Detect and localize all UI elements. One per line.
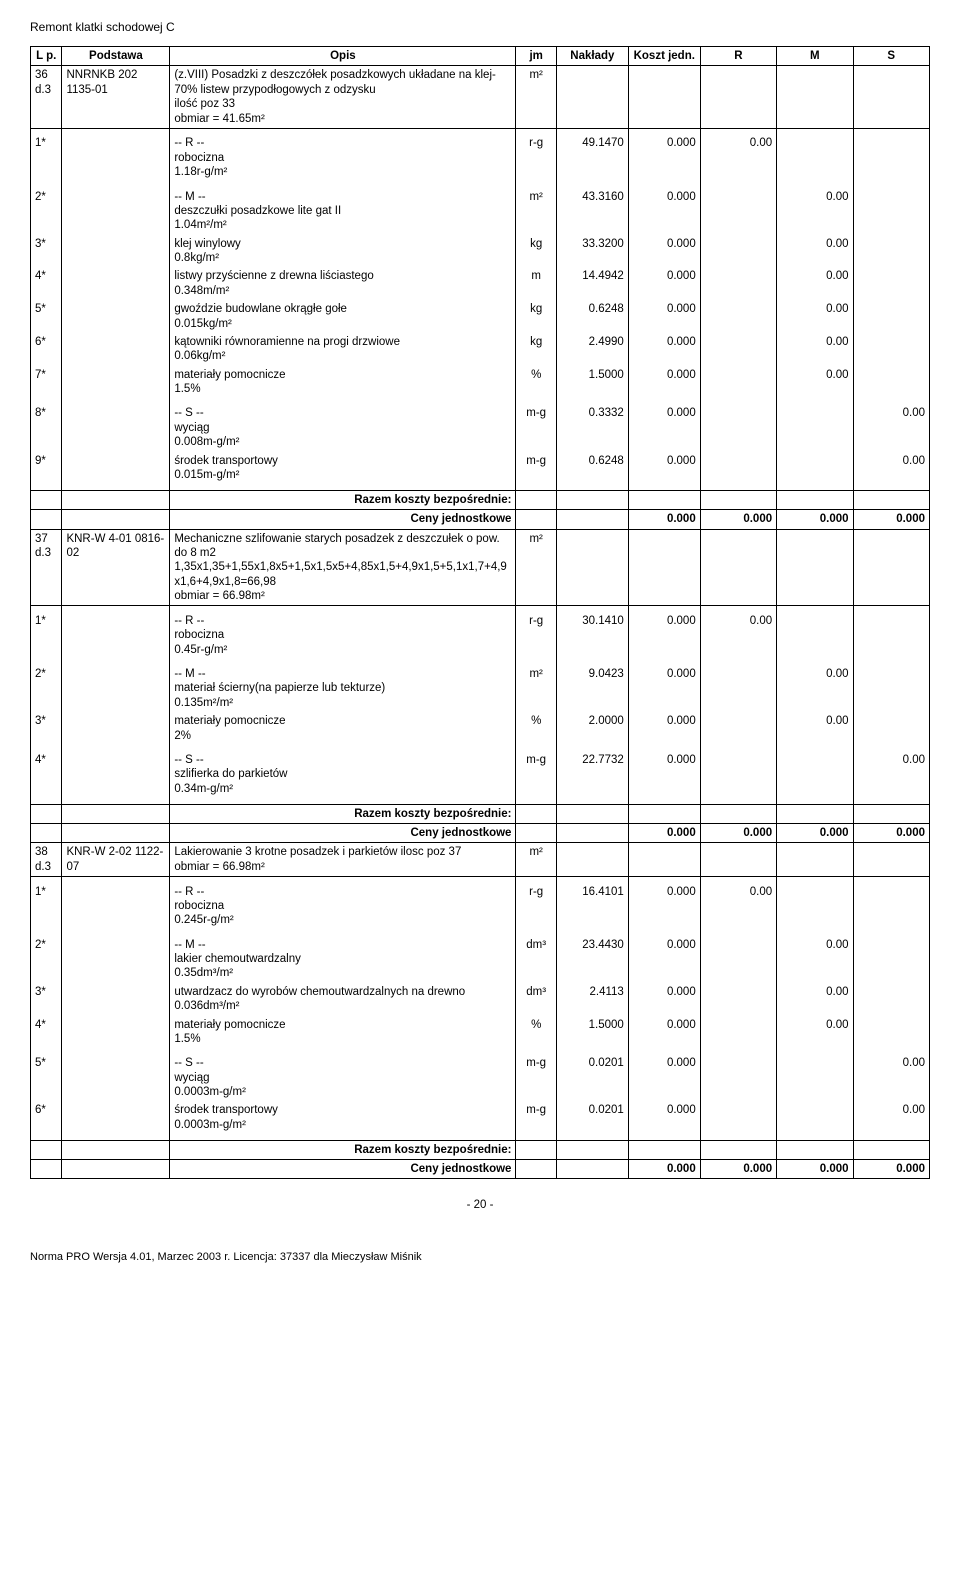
razem-row: Razem koszty bezpośrednie: (31, 490, 930, 509)
item-row: 38 d.3KNR-W 2-02 1122-07Lakierowanie 3 k… (31, 843, 930, 877)
h-koszt: Koszt jedn. (628, 47, 700, 66)
detail-row: 8*-- S --wyciąg0.008m-g/m²m-g0.33320.000… (31, 404, 930, 451)
detail-row: 3*utwardzacz do wyrobów chemoutwardzalny… (31, 983, 930, 1016)
item-row: 36 d.3NNRNKB 202 1135-01(z.VIII) Posadzk… (31, 66, 930, 129)
h-r: R (700, 47, 776, 66)
h-podstawa: Podstawa (62, 47, 170, 66)
detail-row: 7*materiały pomocnicze1.5%%1.50000.0000.… (31, 366, 930, 399)
detail-row: 2*-- M --materiał ścierny(na papierze lu… (31, 665, 930, 712)
h-m: M (777, 47, 853, 66)
detail-row: 3*klej winylowy0.8kg/m²kg33.32000.0000.0… (31, 235, 930, 268)
detail-row: 4*-- S --szlifierka do parkietów0.34m-g/… (31, 751, 930, 798)
detail-row: 1*-- R --robocizna0.45r-g/m²r-g30.14100.… (31, 612, 930, 659)
page-number: - 20 - (30, 1199, 930, 1211)
detail-row: 4*materiały pomocnicze1.5%%1.50000.0000.… (31, 1016, 930, 1049)
razem-row: Razem koszty bezpośrednie: (31, 1140, 930, 1159)
detail-row: 3*materiały pomocnicze2%%2.00000.0000.00 (31, 712, 930, 745)
h-jm: jm (516, 47, 556, 66)
detail-row: 9*środek transportowy0.015m-g/m²m-g0.624… (31, 452, 930, 485)
detail-row: 4*listwy przyścienne z drewna liściasteg… (31, 267, 930, 300)
detail-row: 2*-- M --lakier chemoutwardzalny0.35dm³/… (31, 936, 930, 983)
h-naklady: Nakłady (556, 47, 628, 66)
detail-row: 2*-- M --deszczułki posadzkowe lite gat … (31, 188, 930, 235)
h-opis: Opis (170, 47, 516, 66)
h-lp: L p. (31, 47, 62, 66)
ceny-row: Ceny jednostkowe0.0000.0000.0000.000 (31, 823, 930, 842)
footer-text: Norma PRO Wersja 4.01, Marzec 2003 r. Li… (30, 1251, 930, 1263)
h-s: S (853, 47, 929, 66)
detail-row: 1*-- R --robocizna0.245r-g/m²r-g16.41010… (31, 883, 930, 930)
item-row: 37 d.3KNR-W 4-01 0816-02Mechaniczne szli… (31, 529, 930, 606)
ceny-row: Ceny jednostkowe0.0000.0000.0000.000 (31, 1160, 930, 1179)
razem-row: Razem koszty bezpośrednie: (31, 804, 930, 823)
detail-row: 5*-- S --wyciąg0.0003m-g/m²m-g0.02010.00… (31, 1054, 930, 1101)
detail-row: 6*kątowniki równoramienne na progi drzwi… (31, 333, 930, 366)
ceny-row: Ceny jednostkowe0.0000.0000.0000.000 (31, 510, 930, 529)
cost-table: L p. Podstawa Opis jm Nakłady Koszt jedn… (30, 46, 930, 1179)
table-header-row: L p. Podstawa Opis jm Nakłady Koszt jedn… (31, 47, 930, 66)
detail-row: 5*gwoździe budowlane okrągłe gołe0.015kg… (31, 300, 930, 333)
doc-title: Remont klatki schodowej C (30, 20, 930, 34)
detail-row: 1*-- R --robocizna1.18r-g/m²r-g49.14700.… (31, 134, 930, 181)
detail-row: 6*środek transportowy0.0003m-g/m²m-g0.02… (31, 1101, 930, 1134)
